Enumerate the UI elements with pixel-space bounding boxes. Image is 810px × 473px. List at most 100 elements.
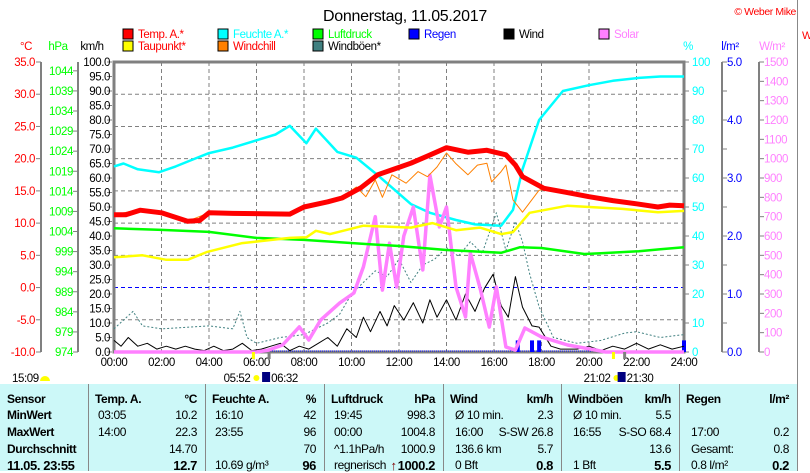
humidity-tick-label: 20 [692,289,704,301]
wind-tick-label: 45.0 [89,217,110,229]
solar-tick-label: 1500 [764,57,788,69]
plot-area [113,75,686,354]
cell-value: 5.5 [654,458,671,473]
temp-tick-label: -10.0 [11,347,35,359]
cell-detail: 1 Bft [573,458,596,472]
x-tick-label: 12:00 [386,357,413,369]
x-tick-label: 00:00 [101,357,128,369]
clipped-label: W [802,30,810,42]
temp-tick-label: 15.0 [14,186,35,198]
wind-tick-label: 5.0 [95,333,110,345]
humidity-tick-label: 40 [692,231,704,243]
legend-swatch [598,28,610,40]
trend-up-arrow-icon: ↑ [390,458,398,473]
humidity-tick-label: 50 [692,202,704,214]
pressure-tick-label: 974 [55,347,74,359]
cell-value: 0.2 [772,458,789,473]
x-tick-label: 24:00 [671,357,698,369]
cell-value: 0.8 [536,458,553,473]
cell-value: 96 [302,458,316,473]
cell-detail: 17:00 [691,425,720,439]
cell-value: 96 [303,425,316,439]
sun-icon [40,376,50,381]
legend-swatch [312,40,324,52]
legend-swatch [122,40,134,52]
solar-tick-label: 400 [764,270,782,282]
column-unit: l/m² [769,392,789,406]
wind-tick-label: 25.0 [89,275,110,287]
pressure-tick-label: 979 [55,327,73,339]
cell-detail: 136.6 km [455,442,502,456]
cell-detail: 16:10 [215,408,244,422]
cell-value: 70 [303,442,316,456]
solar-tick-label: 200 [764,308,782,320]
solar-tick-label: 1000 [764,154,788,166]
temp-tick-label: 10.0 [14,218,35,230]
solar-tick-label: 1300 [764,96,788,108]
rain-tick-label: 3.0 [727,173,742,185]
x-tick-label: 22:00 [623,357,650,369]
wind-tick-label: 55.0 [89,188,110,200]
wind-tick-label: 60.0 [89,173,110,185]
row-label: MinWert [7,408,52,422]
cell-detail: Ø 10 min. [455,408,504,422]
cell-detail: 10.69 g/m³ [215,458,269,472]
cell-detail: regnerisch [334,458,387,472]
x-tick-label: 10:00 [338,357,365,369]
current-time: 15:09 [12,373,39,384]
wind-tick-label: 50.0 [89,202,110,214]
pressure-tick-label: 1014 [49,186,74,198]
pressure-tick-label: 999 [55,247,73,259]
sun-icon [253,375,260,381]
pressure-tick-label: 1029 [49,126,73,138]
twilight-icon [617,372,626,382]
legend: Temp. A.* Feuchte A.* Luftdruck Regen Wind So… [122,28,640,53]
x-tick-label: 18:00 [528,357,555,369]
cell-detail: Ø 10 min. [573,408,622,422]
statistics-table: Sensor Temp. A. °C Feuchte A.% Luftdruck hPa W… [0,384,797,473]
legend-swatch [122,28,134,40]
cell-value: 0.8 [773,442,790,456]
cell-value: 13.6 [649,442,671,456]
column-header: Temp. A. [95,392,142,406]
temp-tick-label: 35.0 [14,57,35,69]
wind-tick-label: 0.0 [95,347,110,359]
humidity-tick-label: 30 [692,260,704,272]
series-line-windböen [113,212,685,344]
humidity-axis-unit: % [683,41,693,53]
rain-axis-unit: l/m² [721,41,739,53]
sunset-time: 21:02 [584,373,611,384]
legend-swatch [217,28,229,40]
pressure-tick-label: 1044 [49,66,74,78]
humidity-tick-label: 80 [692,115,704,127]
cell-detail: 16:55 [573,425,602,439]
column-unit: km/h [526,392,554,406]
series-line-taupunkt [113,204,685,262]
wind-tick-label: 85.0 [89,101,110,113]
x-axis-labels: 00:00 02:00 04:00 06:00 08:00 10:00 12:00 14:00… [101,357,698,369]
cell-value: 998.3 [406,408,435,422]
column-header: Regen [686,392,721,406]
x-tick-label: 14:00 [433,357,460,369]
temp-tick-label: 20.0 [14,154,35,166]
column-header: Windböen [568,392,623,406]
cell-value: S-SO 68.4 [618,425,672,439]
legend-swatch [312,28,324,40]
weather-chart: Donnerstag, 11.05.2017 © Weber Mike Temp… [11,6,797,384]
cell-detail: 23:55 [215,425,244,439]
x-tick-label: 08:00 [291,357,318,369]
rain-tick-label: 5.0 [727,57,742,69]
row-label: Durchschnitt [7,442,77,456]
solar-tick-label: 1200 [764,115,788,127]
wind-axis-unit: km/h [80,41,103,53]
cell-value: 12.7 [173,458,197,473]
temp-tick-label: 25.0 [14,121,35,133]
row-label: 11.05. 23:55 [7,458,75,473]
pressure-tick-label: 1019 [49,166,73,178]
cell-value: 5.5 [655,408,672,422]
pressure-tick-label: 984 [55,307,74,319]
humidity-tick-label: 100 [692,57,710,69]
column-header: Sensor [7,392,46,406]
chart-title: Donnerstag, 11.05.2017 [323,8,487,25]
wind-tick-label: 10.0 [89,318,110,330]
